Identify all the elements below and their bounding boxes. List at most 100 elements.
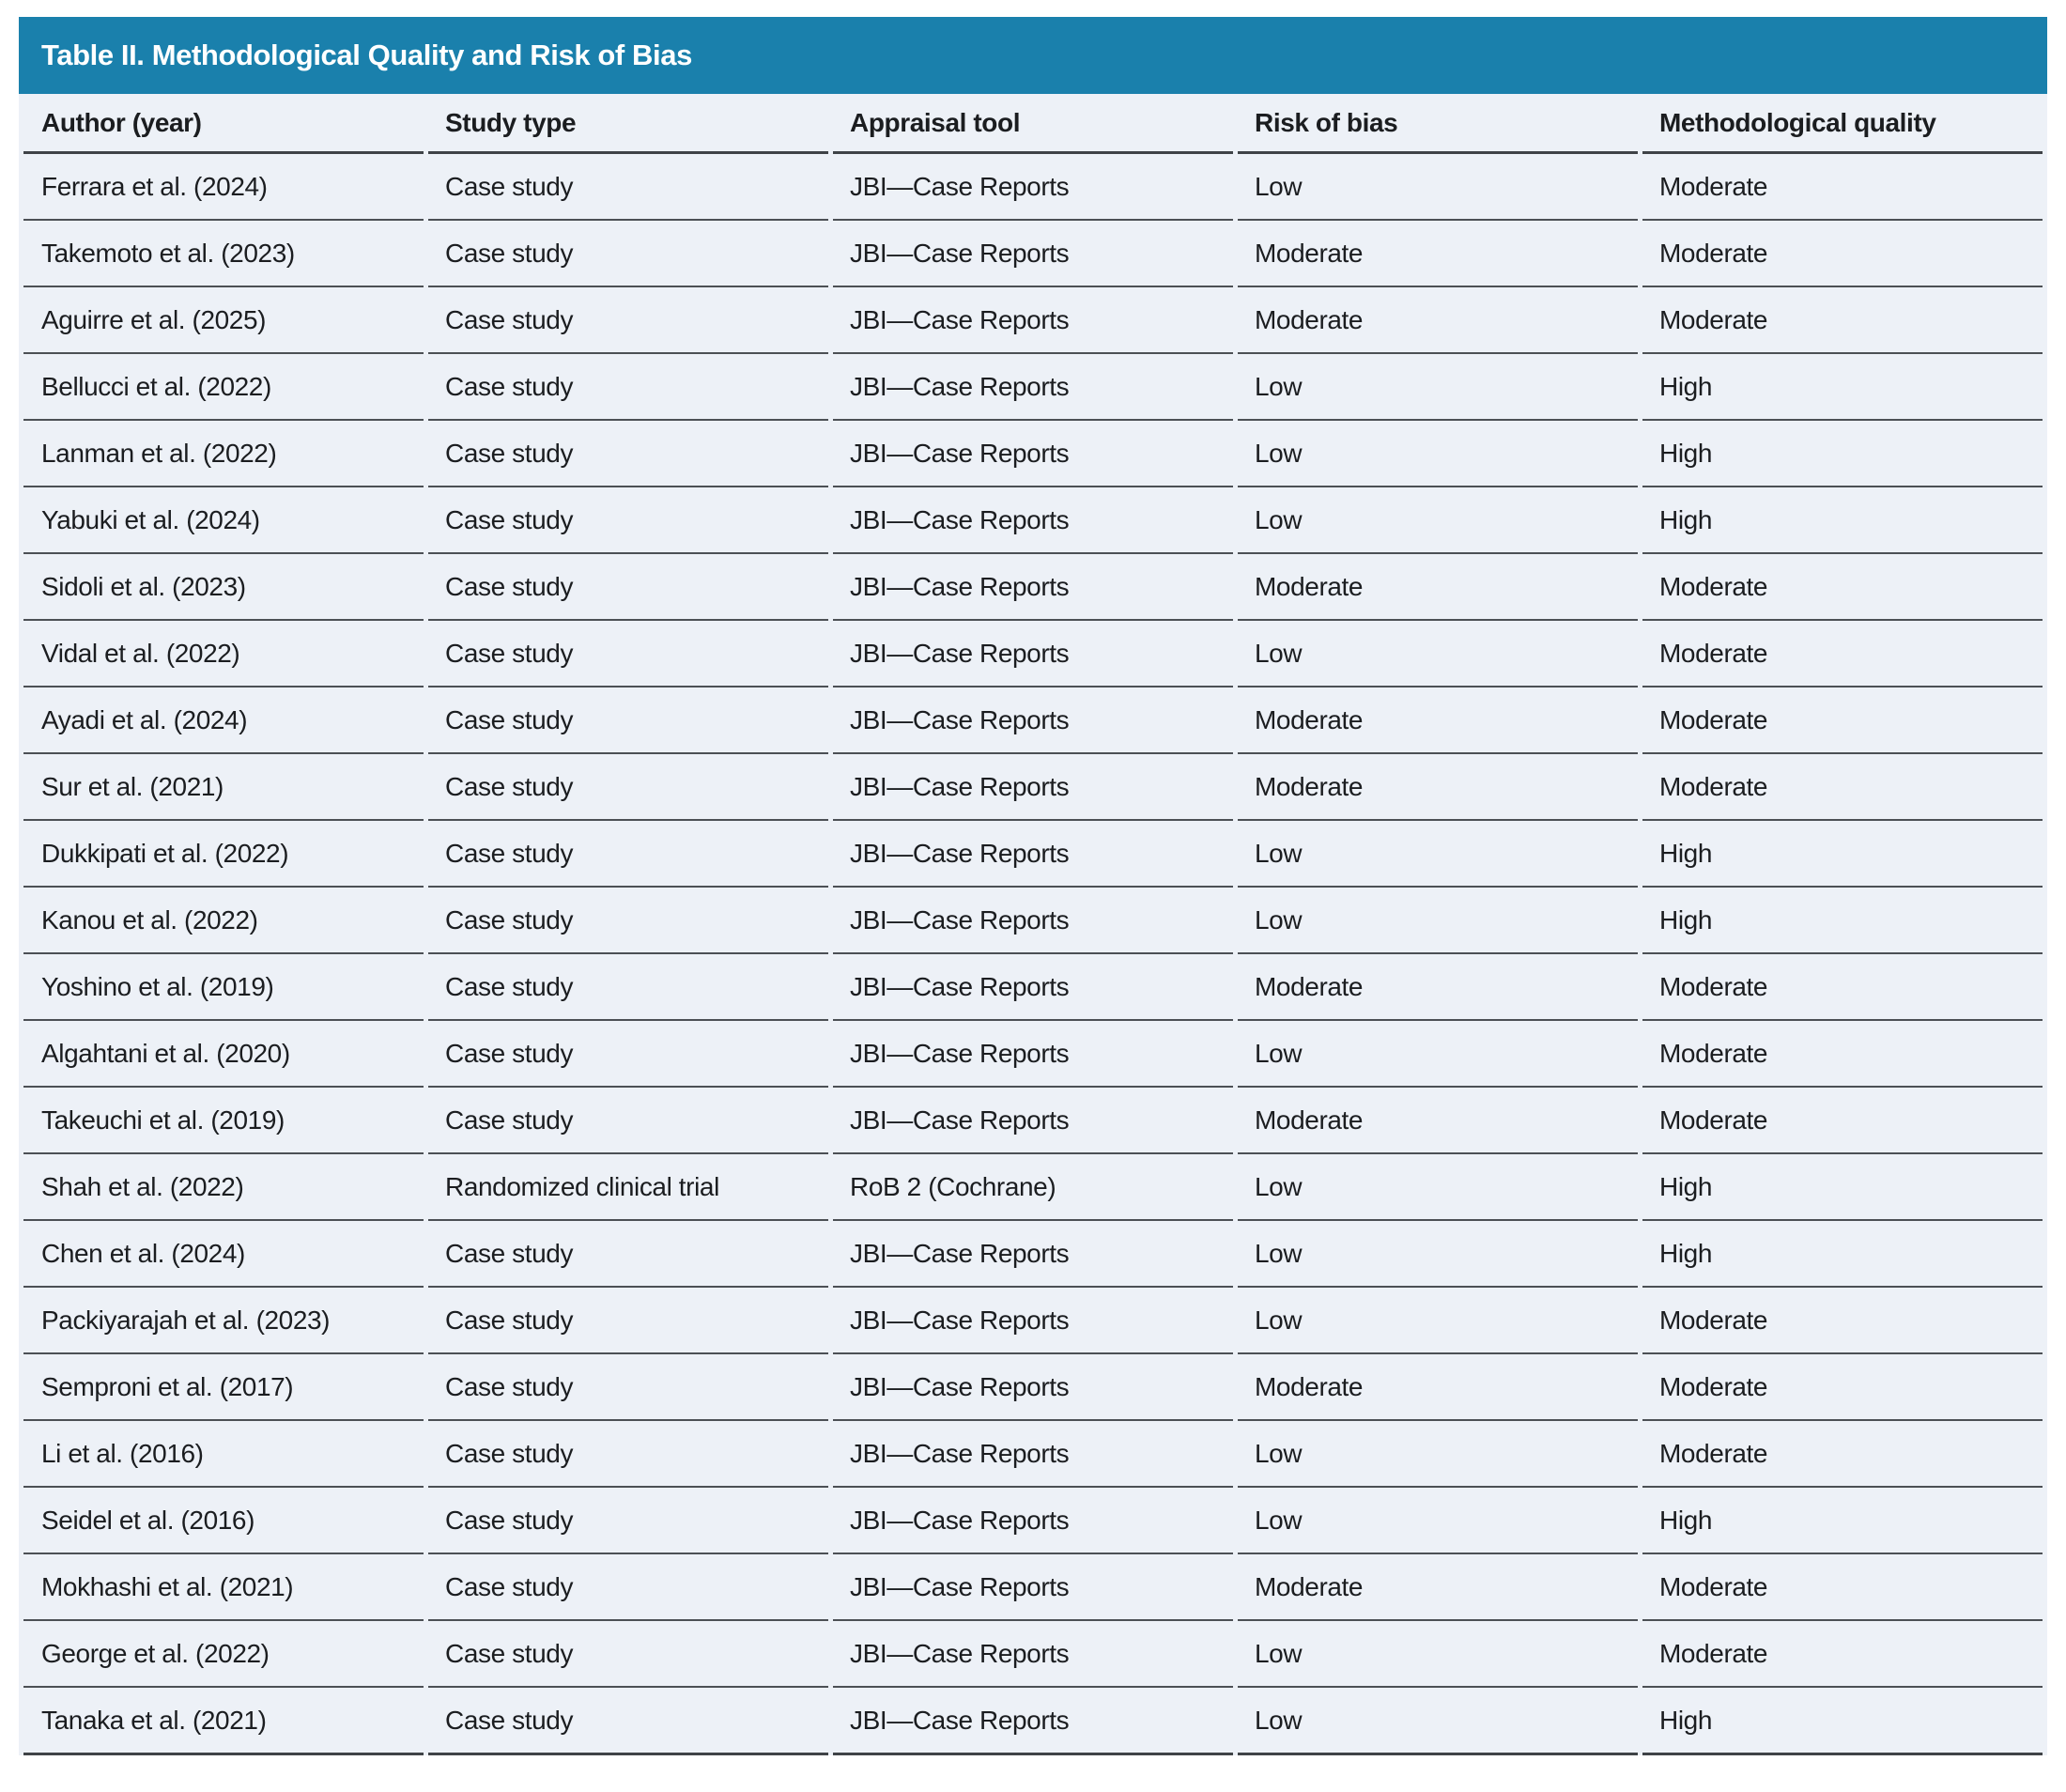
methodological-quality-cell: Moderate	[1642, 1088, 2043, 1154]
study-type-cell: Case study	[428, 821, 828, 888]
appraisal-tool-cell: JBI—Case Reports	[833, 1354, 1233, 1421]
table-row: Takeuchi et al. (2019) Case study JBI—Ca…	[23, 1088, 2043, 1154]
methodological-quality-cell: Moderate	[1642, 754, 2043, 821]
methodological-quality-cell: High	[1642, 1688, 2043, 1755]
study-type-cell: Case study	[428, 954, 828, 1021]
appraisal-tool-cell: JBI—Case Reports	[833, 487, 1233, 554]
methodological-quality-cell: Moderate	[1642, 1621, 2043, 1688]
appraisal-tool-cell: JBI—Case Reports	[833, 554, 1233, 621]
methodological-quality-cell: Moderate	[1642, 1288, 2043, 1354]
appraisal-tool-cell: JBI—Case Reports	[833, 1021, 1233, 1088]
risk-of-bias-cell: Low	[1238, 1421, 1638, 1488]
appraisal-tool-cell: JBI—Case Reports	[833, 1554, 1233, 1621]
methodological-quality-cell: Moderate	[1642, 954, 2043, 1021]
author-year-cell: Shah et al. (2022)	[23, 1154, 424, 1221]
appraisal-tool-cell: JBI—Case Reports	[833, 221, 1233, 287]
author-year-cell: Kanou et al. (2022)	[23, 888, 424, 954]
appraisal-tool-cell: JBI—Case Reports	[833, 1088, 1233, 1154]
risk-of-bias-cell: Moderate	[1238, 554, 1638, 621]
appraisal-tool-cell: JBI—Case Reports	[833, 621, 1233, 687]
methodological-quality-cell: High	[1642, 1488, 2043, 1554]
methodological-quality-cell: Moderate	[1642, 221, 2043, 287]
author-year-cell: Chen et al. (2024)	[23, 1221, 424, 1288]
study-type-cell: Case study	[428, 888, 828, 954]
table-row: Takemoto et al. (2023) Case study JBI—Ca…	[23, 221, 2043, 287]
risk-of-bias-cell: Moderate	[1238, 287, 1638, 354]
table-row: Sidoli et al. (2023) Case study JBI—Case…	[23, 554, 2043, 621]
study-type-cell: Case study	[428, 1288, 828, 1354]
appraisal-tool-cell: JBI—Case Reports	[833, 421, 1233, 487]
table-row: Ferrara et al. (2024) Case study JBI—Cas…	[23, 154, 2043, 221]
risk-of-bias-cell: Low	[1238, 1021, 1638, 1088]
methodological-quality-cell: Moderate	[1642, 687, 2043, 754]
study-type-cell: Case study	[428, 1621, 828, 1688]
appraisal-tool-cell: JBI—Case Reports	[833, 888, 1233, 954]
table-row: Shah et al. (2022) Randomized clinical t…	[23, 1154, 2043, 1221]
study-type-cell: Case study	[428, 554, 828, 621]
methodological-quality-cell: Moderate	[1642, 621, 2043, 687]
study-type-cell: Case study	[428, 754, 828, 821]
author-year-cell: Vidal et al. (2022)	[23, 621, 424, 687]
table-row: Aguirre et al. (2025) Case study JBI—Cas…	[23, 287, 2043, 354]
study-type-cell: Case study	[428, 1421, 828, 1488]
table-row: Packiyarajah et al. (2023) Case study JB…	[23, 1288, 2043, 1354]
header-row: Author (year) Study type Appraisal tool …	[23, 94, 2043, 154]
appraisal-tool-cell: JBI—Case Reports	[833, 821, 1233, 888]
appraisal-tool-cell: JBI—Case Reports	[833, 154, 1233, 221]
table-row: Kanou et al. (2022) Case study JBI—Case …	[23, 888, 2043, 954]
risk-of-bias-cell: Moderate	[1238, 954, 1638, 1021]
risk-of-bias-cell: Moderate	[1238, 1354, 1638, 1421]
study-type-cell: Case study	[428, 1354, 828, 1421]
study-type-cell: Randomized clinical trial	[428, 1154, 828, 1221]
author-year-cell: Yabuki et al. (2024)	[23, 487, 424, 554]
methodological-quality-cell: High	[1642, 888, 2043, 954]
methodological-quality-table: Author (year) Study type Appraisal tool …	[19, 94, 2047, 1755]
study-type-cell: Case study	[428, 354, 828, 421]
methodological-quality-cell: Moderate	[1642, 1354, 2043, 1421]
author-year-cell: Mokhashi et al. (2021)	[23, 1554, 424, 1621]
risk-of-bias-cell: Moderate	[1238, 754, 1638, 821]
risk-of-bias-cell: Low	[1238, 354, 1638, 421]
table-row: Yabuki et al. (2024) Case study JBI—Case…	[23, 487, 2043, 554]
table-row: Mokhashi et al. (2021) Case study JBI—Ca…	[23, 1554, 2043, 1621]
appraisal-tool-cell: JBI—Case Reports	[833, 1621, 1233, 1688]
study-type-cell: Case study	[428, 1221, 828, 1288]
column-header-appraisal-tool: Appraisal tool	[833, 94, 1233, 154]
risk-of-bias-cell: Low	[1238, 821, 1638, 888]
table-row: Li et al. (2016) Case study JBI—Case Rep…	[23, 1421, 2043, 1488]
appraisal-tool-cell: JBI—Case Reports	[833, 1688, 1233, 1755]
table-row: Vidal et al. (2022) Case study JBI—Case …	[23, 621, 2043, 687]
study-type-cell: Case study	[428, 1488, 828, 1554]
author-year-cell: George et al. (2022)	[23, 1621, 424, 1688]
methodological-quality-cell: High	[1642, 487, 2043, 554]
methodological-quality-cell: Moderate	[1642, 1554, 2043, 1621]
risk-of-bias-cell: Moderate	[1238, 687, 1638, 754]
table-row: Tanaka et al. (2021) Case study JBI—Case…	[23, 1688, 2043, 1755]
author-year-cell: Aguirre et al. (2025)	[23, 287, 424, 354]
author-year-cell: Dukkipati et al. (2022)	[23, 821, 424, 888]
risk-of-bias-cell: Low	[1238, 154, 1638, 221]
study-type-cell: Case study	[428, 1088, 828, 1154]
methodological-quality-cell: High	[1642, 421, 2043, 487]
author-year-cell: Ayadi et al. (2024)	[23, 687, 424, 754]
study-type-cell: Case study	[428, 1688, 828, 1755]
risk-of-bias-cell: Low	[1238, 1154, 1638, 1221]
risk-of-bias-cell: Low	[1238, 1688, 1638, 1755]
table-row: Yoshino et al. (2019) Case study JBI—Cas…	[23, 954, 2043, 1021]
risk-of-bias-cell: Low	[1238, 1621, 1638, 1688]
risk-of-bias-cell: Moderate	[1238, 1088, 1638, 1154]
column-header-study-type: Study type	[428, 94, 828, 154]
author-year-cell: Lanman et al. (2022)	[23, 421, 424, 487]
author-year-cell: Ferrara et al. (2024)	[23, 154, 424, 221]
appraisal-tool-cell: JBI—Case Reports	[833, 1421, 1233, 1488]
study-type-cell: Case study	[428, 221, 828, 287]
author-year-cell: Yoshino et al. (2019)	[23, 954, 424, 1021]
author-year-cell: Sur et al. (2021)	[23, 754, 424, 821]
appraisal-tool-cell: JBI—Case Reports	[833, 1488, 1233, 1554]
study-type-cell: Case study	[428, 421, 828, 487]
author-year-cell: Semproni et al. (2017)	[23, 1354, 424, 1421]
author-year-cell: Seidel et al. (2016)	[23, 1488, 424, 1554]
methodological-quality-cell: High	[1642, 1154, 2043, 1221]
author-year-cell: Takeuchi et al. (2019)	[23, 1088, 424, 1154]
